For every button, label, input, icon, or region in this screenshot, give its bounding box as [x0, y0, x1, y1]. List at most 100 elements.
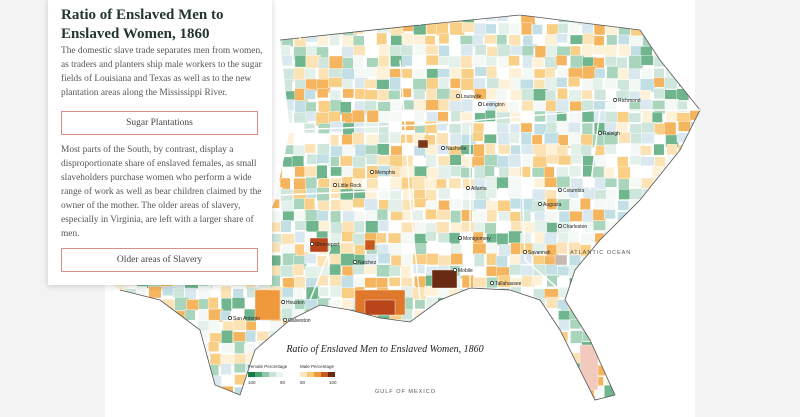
county	[365, 3, 376, 14]
county	[508, 375, 522, 390]
county	[281, 79, 293, 92]
county	[546, 154, 559, 165]
county	[281, 410, 295, 417]
county	[281, 243, 296, 254]
county	[413, 15, 425, 24]
county	[414, 299, 426, 310]
county	[579, 198, 591, 211]
county	[497, 363, 512, 375]
county	[496, 298, 508, 312]
county	[449, 78, 461, 89]
county	[556, 33, 568, 43]
county	[438, 165, 452, 180]
county	[522, 309, 537, 321]
county	[376, 15, 387, 16]
county	[413, 397, 426, 400]
county	[329, 285, 343, 298]
county	[629, 265, 642, 276]
county	[354, 409, 368, 417]
county	[665, 57, 679, 67]
button[interactable]: Older areas of Slavery	[61, 248, 258, 272]
county	[702, 23, 715, 32]
county	[580, 288, 593, 301]
county	[388, 199, 404, 213]
county	[604, 330, 616, 343]
county	[702, 144, 713, 153]
county	[474, 66, 488, 77]
city-marker	[558, 188, 562, 192]
county	[531, 134, 543, 145]
county	[521, 296, 537, 310]
county	[316, 88, 329, 99]
county	[627, 375, 641, 387]
county	[426, 375, 442, 390]
story-panel: Ratio of Enslaved Men to Enslaved Women,…	[48, 0, 272, 285]
county	[628, 309, 643, 323]
county	[329, 384, 345, 396]
county	[699, 340, 700, 352]
county	[640, 220, 654, 235]
county	[497, 319, 511, 334]
county	[631, 408, 642, 417]
county	[641, 343, 653, 354]
county	[234, 341, 247, 354]
county	[555, 396, 567, 400]
county	[377, 396, 390, 400]
county	[676, 374, 692, 385]
county	[688, 222, 700, 235]
county	[137, 386, 150, 400]
county	[510, 365, 525, 377]
county	[545, 409, 556, 417]
county	[329, 89, 341, 101]
county	[220, 310, 231, 321]
city-marker	[370, 170, 374, 174]
county	[522, 3, 534, 13]
county	[221, 342, 234, 354]
button[interactable]: Sugar Plantations	[61, 111, 258, 135]
county	[485, 2, 497, 12]
county	[701, 388, 713, 400]
county	[436, 221, 450, 234]
city-label: Galveston	[288, 318, 311, 324]
county	[567, 76, 581, 88]
county	[618, 178, 630, 190]
county	[556, 241, 568, 255]
county	[209, 410, 220, 417]
county	[509, 396, 525, 400]
county	[532, 332, 546, 347]
county	[630, 233, 644, 247]
county	[617, 166, 631, 181]
county	[411, 209, 424, 221]
county	[678, 166, 692, 179]
county	[270, 342, 286, 353]
county	[390, 365, 404, 377]
county	[327, 321, 343, 336]
county	[581, 209, 594, 224]
county	[316, 15, 329, 24]
county	[400, 365, 414, 380]
county	[580, 407, 591, 417]
county	[438, 321, 452, 336]
county	[606, 34, 618, 47]
county	[148, 286, 162, 299]
county	[652, 187, 664, 200]
county	[136, 409, 150, 417]
county	[317, 133, 331, 145]
county	[664, 384, 679, 399]
county	[702, 165, 717, 177]
county	[365, 363, 381, 377]
county	[136, 330, 149, 343]
county	[520, 210, 532, 222]
county	[558, 319, 570, 331]
county	[653, 15, 667, 25]
county	[676, 101, 688, 112]
county	[282, 132, 294, 145]
county	[664, 363, 680, 377]
county	[581, 122, 593, 135]
county	[651, 330, 664, 342]
county	[652, 254, 663, 268]
county	[569, 277, 580, 291]
city-marker	[456, 94, 460, 98]
county	[605, 354, 618, 367]
county	[498, 409, 509, 417]
